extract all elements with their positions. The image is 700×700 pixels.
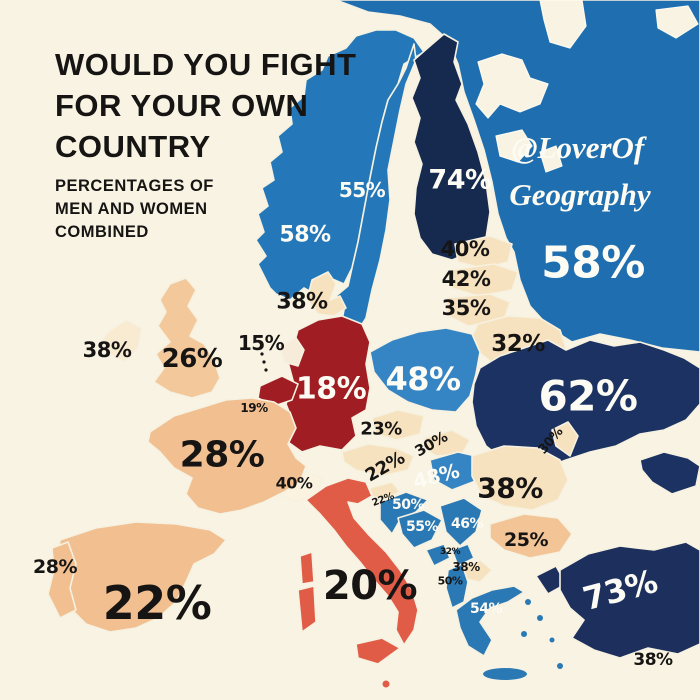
percentage-labels: 58%55% 74%58%40%42%35%32%62%30%48%38%15%1… <box>33 165 674 671</box>
country-montenegro <box>425 543 451 567</box>
label-montenegro: 32% <box>440 547 461 557</box>
label-netherlands: 15% <box>238 331 285 355</box>
watermark: @LoverOf Geography <box>509 130 650 212</box>
island-sicily <box>355 637 401 665</box>
label-lithuania: 35% <box>442 296 491 320</box>
label-belgium: 19% <box>240 401 268 415</box>
netherlands-label-leader <box>260 352 268 372</box>
country-kosovo <box>451 543 475 567</box>
island-corsica <box>299 551 315 585</box>
watermark-line-1: @LoverOf <box>512 130 647 165</box>
country-poland <box>369 327 481 413</box>
country-ukraine <box>471 339 700 473</box>
country-romania <box>471 445 569 511</box>
label-france: 28% <box>180 435 265 476</box>
label-spain: 22% <box>103 576 212 630</box>
label-germany: 18% <box>296 372 367 407</box>
country-belgium <box>257 375 299 407</box>
lake-onega <box>539 145 563 173</box>
subtitle-line-3: COMBINED <box>55 223 149 241</box>
label-norway: 58% <box>279 223 331 248</box>
label-croatia: 50% <box>392 497 424 513</box>
country-portugal <box>47 541 77 619</box>
label-ukraine: 62% <box>538 372 637 421</box>
label-cyprus: 38% <box>633 650 673 670</box>
greek-islands <box>483 599 563 680</box>
title-line-2: FOR YOUR OWN <box>55 88 308 123</box>
watermark-line-2: Geography <box>509 177 650 212</box>
label-italy: 20% <box>323 563 417 609</box>
label-belarus: 32% <box>491 331 545 357</box>
country-turkey <box>559 541 700 659</box>
label-bulgaria: 25% <box>504 529 548 551</box>
label-united-kingdom: 26% <box>162 344 223 374</box>
label-north-macedonia: 38% <box>452 560 480 574</box>
label-albania: 50% <box>438 575 463 588</box>
country-albania <box>445 563 469 609</box>
arctic-island <box>655 5 699 39</box>
lake-ladoga <box>495 129 533 163</box>
country-united-kingdom <box>153 277 221 399</box>
country-italy <box>305 477 419 646</box>
country-bulgaria <box>489 513 573 559</box>
label-sweden: 55% <box>339 178 386 202</box>
country-czechia <box>371 409 425 441</box>
country-moldova <box>551 421 579 457</box>
label-ireland: 38% <box>83 338 132 362</box>
country-denmark <box>305 271 347 317</box>
country-latvia <box>449 263 519 297</box>
label-poland: 48% <box>385 360 461 398</box>
country-ireland <box>101 319 143 363</box>
country-austria <box>341 443 415 477</box>
label-serbia: 46% <box>451 516 483 532</box>
label-estonia: 40% <box>441 237 490 261</box>
kanin-peninsula-water <box>539 0 587 49</box>
country-crimea <box>639 451 700 495</box>
label-latvia: 42% <box>442 267 491 291</box>
subtitle-line-1: PERCENTAGES OF <box>55 177 214 195</box>
island-malta <box>382 680 390 688</box>
label-greece: 54% <box>470 601 502 617</box>
title-line-1: WOULD YOU FIGHT <box>55 47 356 82</box>
title-line-3: COUNTRY <box>55 129 211 164</box>
subtitle-line-2: MEN AND WOMEN <box>55 200 208 218</box>
label-czechia: 23% <box>360 419 402 440</box>
island-sardinia <box>297 585 317 633</box>
label-portugal: 28% <box>33 556 77 578</box>
country-netherlands <box>279 337 305 367</box>
country-estonia <box>454 235 513 269</box>
country-france <box>147 397 307 515</box>
title-block: WOULD YOU FIGHT FOR YOUR OWN COUNTRY PER… <box>55 47 356 241</box>
country-norway <box>255 29 425 301</box>
white-sea <box>475 53 549 119</box>
country-bosnia <box>397 509 443 549</box>
label-denmark: 38% <box>276 290 328 315</box>
label-russia: 58% <box>541 238 645 289</box>
label-bosnia: 55% <box>406 519 438 535</box>
label-finland: 74% <box>428 165 492 196</box>
label-romania: 38% <box>477 472 543 505</box>
country-serbia <box>439 497 483 547</box>
country-greece <box>455 585 525 657</box>
label-switzerland: 40% <box>276 474 313 493</box>
